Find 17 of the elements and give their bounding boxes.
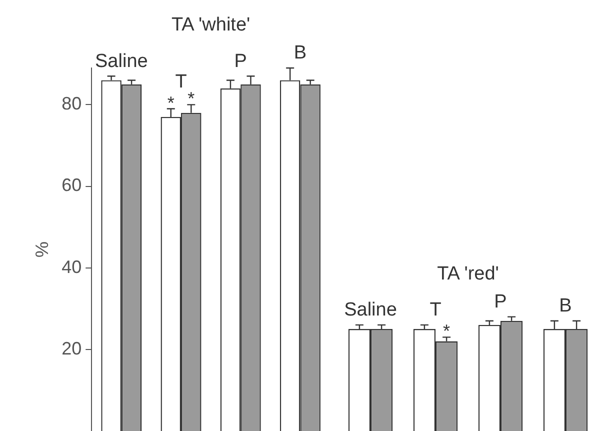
annotation: * xyxy=(188,88,195,109)
x-tick-label: Saline xyxy=(95,50,148,72)
x-tick-label: B xyxy=(294,42,307,64)
text: TA 'red' xyxy=(437,264,499,285)
annotation: * xyxy=(443,321,450,342)
x-tick-label: P xyxy=(234,50,247,72)
category-label: B xyxy=(559,296,572,317)
y-tick-label: 80 xyxy=(62,94,82,114)
y-axis-title: % xyxy=(32,241,52,258)
y-tick-label: 20 xyxy=(62,338,82,358)
annotation: * xyxy=(167,92,174,113)
y-tick-label: 60 xyxy=(62,175,82,196)
chart-title: TA 'white' xyxy=(171,14,250,36)
category-label: P xyxy=(494,292,507,313)
y-tick-label: 40 xyxy=(62,256,82,277)
category-label: T xyxy=(430,300,442,321)
category-label: Saline xyxy=(344,300,397,321)
